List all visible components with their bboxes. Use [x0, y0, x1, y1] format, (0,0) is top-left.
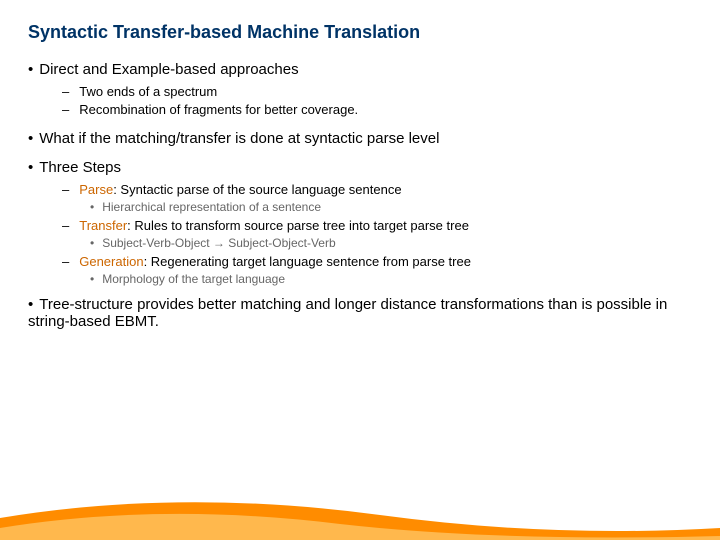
dash-icon: – [62, 102, 69, 117]
bullet-l3: • Hierarchical representation of a sente… [90, 200, 692, 214]
bullet-dot: • [28, 61, 33, 78]
l1-text: Three Steps [39, 159, 121, 176]
footer-swoosh-graphic [0, 480, 720, 540]
l2-text: Transfer: Rules to transform source pars… [79, 218, 692, 233]
step-rest: : Regenerating target language sentence … [144, 254, 471, 269]
bullet-l3: • Morphology of the target language [90, 272, 692, 286]
slide-title: Syntactic Transfer-based Machine Transla… [28, 22, 692, 43]
step-rest: : Rules to transform source parse tree i… [127, 218, 469, 233]
l3-text: Morphology of the target language [102, 272, 692, 286]
l2-text: Recombination of fragments for better co… [79, 102, 692, 117]
bullet-l2-generation: – Generation: Regenerating target langua… [62, 254, 692, 269]
bullet-l1-threesteps: • Three Steps [28, 159, 692, 176]
bullet-l2: – Recombination of fragments for better … [62, 102, 692, 117]
bullet-dot: • [28, 130, 33, 147]
bullet-l3: • Subject-Verb-Object → Subject-Object-V… [90, 236, 692, 250]
dash-icon: – [62, 218, 69, 233]
l2-text: Two ends of a spectrum [79, 84, 692, 99]
bullet-dot: • [28, 159, 33, 176]
step-rest: : Syntactic parse of the source language… [113, 182, 401, 197]
bullet-dot-small: • [90, 200, 94, 214]
dash-icon: – [62, 254, 69, 269]
l1-text: What if the matching/transfer is done at… [39, 130, 439, 147]
step-name: Transfer [79, 218, 127, 233]
l2-text: Parse: Syntactic parse of the source lan… [79, 182, 692, 197]
bullet-dot-small: • [90, 272, 94, 286]
bullet-l2-transfer: – Transfer: Rules to transform source pa… [62, 218, 692, 233]
step-name: Generation [79, 254, 143, 269]
l3-text: Subject-Verb-Object → Subject-Object-Ver… [102, 236, 692, 250]
bullet-l2: – Two ends of a spectrum [62, 84, 692, 99]
l3-text: Hierarchical representation of a sentenc… [102, 200, 692, 214]
l1-text: Direct and Example-based approaches [39, 61, 298, 78]
l2-text: Generation: Regenerating target language… [79, 254, 692, 269]
dash-icon: – [62, 84, 69, 99]
bullet-dot-small: • [90, 236, 94, 250]
bullet-l1-tree: •Tree-structure provides better matching… [28, 296, 692, 330]
bullet-dot: • [28, 296, 33, 313]
bullet-l1-direct: • Direct and Example-based approaches [28, 61, 692, 78]
bullet-l2-parse: – Parse: Syntactic parse of the source l… [62, 182, 692, 197]
bullet-l1-whatif: • What if the matching/transfer is done a… [28, 130, 692, 147]
l1-text: Tree-structure provides better matching … [28, 296, 667, 330]
dash-icon: – [62, 182, 69, 197]
step-name: Parse [79, 182, 113, 197]
